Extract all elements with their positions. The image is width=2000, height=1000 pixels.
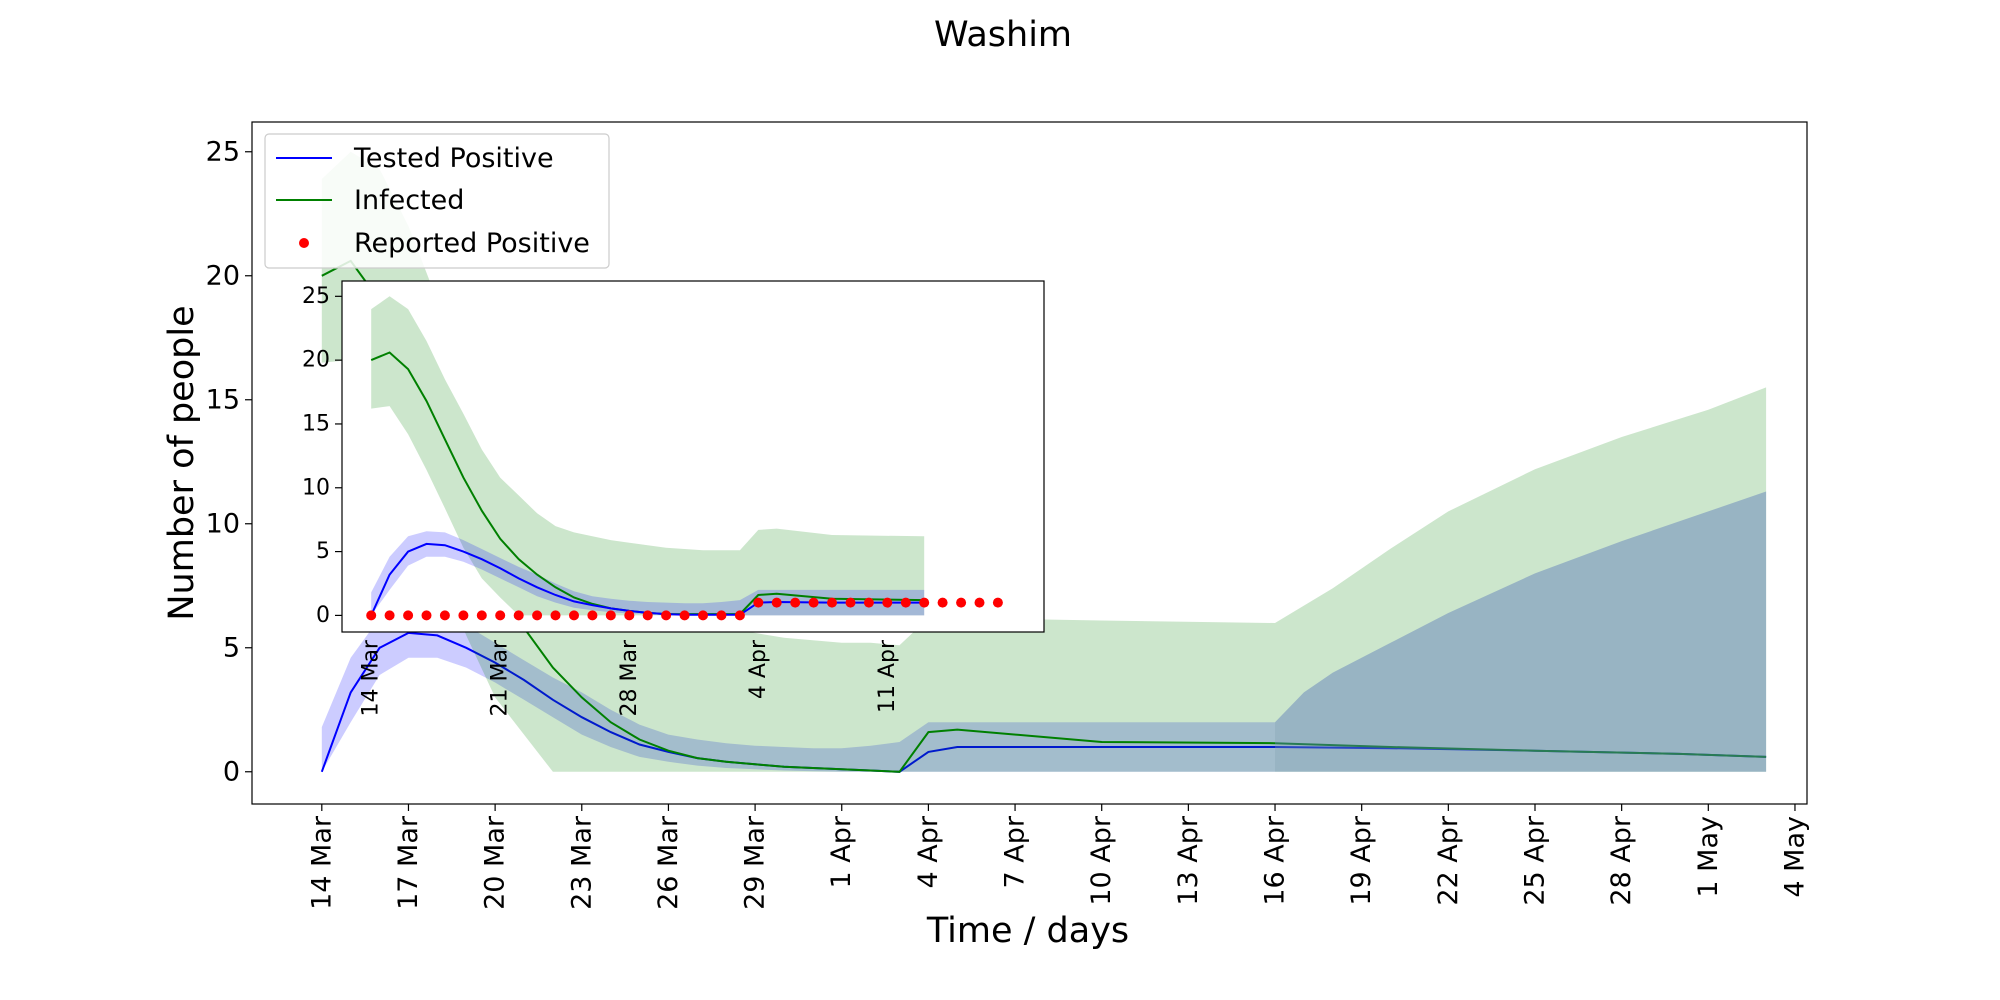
main-x-tick-label: 26 Mar — [653, 815, 684, 910]
inset-x-tick-label: 4 Apr — [746, 639, 771, 699]
inset-y-tick-label: 25 — [302, 284, 330, 309]
inset-reported-positive-point — [900, 597, 911, 608]
inset-reported-positive-point — [716, 610, 727, 621]
inset-reported-positive-point — [882, 597, 893, 608]
main-y-tick-label: 10 — [206, 508, 240, 539]
inset-reported-positive-point — [476, 610, 487, 621]
inset-y-ticks: 0 5 10 15 20 25 — [302, 284, 342, 628]
y-axis-label: Number of people — [162, 305, 202, 620]
chart-title: Washim — [934, 15, 1072, 55]
inset-x-tick-label: 21 Mar — [488, 639, 513, 716]
main-axes-frame — [251, 121, 1808, 805]
legend-frame — [264, 133, 610, 269]
legend-reported-positive-label: Reported Positive — [354, 228, 590, 259]
inset-reported-positive-point — [642, 610, 653, 621]
main-tested-positive-upper-range-band — [1275, 491, 1767, 772]
main-y-tick-label: 20 — [206, 260, 240, 291]
inset-reported-positive-point — [587, 610, 598, 621]
main-x-tick-label: 4 Apr — [913, 815, 944, 888]
inset-reported-positive-point — [790, 597, 801, 608]
inset-reported-positive-point — [513, 610, 524, 621]
main-x-tick-label: 7 Apr — [1000, 815, 1031, 888]
inset-reported-positive-point — [937, 597, 948, 608]
inset-y-tick-label: 5 — [316, 539, 330, 564]
inset-reported-positive-point — [532, 610, 543, 621]
main-y-ticks: 0 5 10 15 20 25 — [206, 136, 252, 787]
inset-y-tick-label: 15 — [302, 411, 330, 436]
main-x-ticks: 14 Mar 17 Mar 20 Mar 23 Mar 26 Mar 29 Mar 1 Ap… — [306, 804, 1810, 910]
inset-reported-positive-point — [808, 597, 819, 608]
main-tested-positive-range-band — [321, 608, 1275, 772]
inset-reported-positive-point — [569, 610, 579, 621]
inset-reported-positive-point — [956, 597, 967, 608]
inset-reported-positive-point — [624, 610, 635, 621]
main-x-tick-label: 20 Mar — [480, 815, 511, 910]
main-x-tick-label: 13 Apr — [1173, 815, 1204, 906]
inset-reported-positive-point — [771, 597, 782, 608]
legend-tested-positive-label: Tested Positive — [353, 143, 554, 174]
x-axis-label: Time / days — [926, 911, 1129, 951]
main-y-tick-label: 15 — [206, 384, 240, 415]
inset-reported-positive-point — [863, 597, 874, 608]
inset-reported-positive-point — [753, 597, 764, 608]
main-x-tick-label: 28 Apr — [1606, 815, 1637, 906]
inset-plot-area: 14 Mar 21 Mar 28 Mar 4 Apr 11 Apr 0 5 10 15 20 25 — [302, 280, 1045, 717]
inset-reported-positive-point — [919, 597, 930, 608]
inset-background — [342, 281, 1044, 632]
main-x-tick-label: 19 Apr — [1346, 815, 1377, 906]
inset-y-tick-label: 20 — [302, 348, 330, 373]
inset-reported-positive-point — [734, 610, 745, 621]
inset-reported-positive-point — [458, 610, 469, 621]
main-x-tick-label: 25 Apr — [1519, 815, 1550, 906]
inset-series-group — [366, 296, 1003, 621]
inset-reported-positive-point — [992, 597, 1003, 608]
main-plot-area: 14 Mar 17 Mar 20 Mar 23 Mar 26 Mar 29 Mar 1 Ap… — [206, 121, 1810, 910]
inset-reported-positive-point — [605, 610, 616, 621]
inset-reported-positive-point — [439, 610, 450, 621]
legend-infected-label: Infected — [354, 185, 464, 216]
legend: Tested Positive Infected Reported Positi… — [264, 133, 610, 269]
main-x-tick-label: 29 Mar — [740, 815, 771, 910]
inset-reported-positive-point — [550, 610, 561, 621]
inset-reported-positive-point — [845, 597, 856, 608]
inset-axes-frame — [341, 280, 1045, 633]
inset-x-tick-label: 11 Apr — [875, 639, 900, 713]
inset-infected-range-band — [371, 296, 925, 616]
main-x-tick-label: 1 May — [1693, 816, 1724, 898]
inset-reported-positive-point — [974, 597, 985, 608]
inset-x-tick-label: 14 Mar — [359, 639, 384, 716]
main-x-tick-label: 17 Mar — [393, 815, 424, 910]
main-y-tick-label: 0 — [223, 756, 240, 787]
inset-reported-positive-point — [384, 610, 395, 621]
main-x-tick-label: 16 Apr — [1260, 815, 1291, 906]
main-x-tick-label: 1 Apr — [826, 815, 857, 888]
inset-reported-positive-point — [421, 610, 432, 621]
inset-reported-positive-point — [495, 610, 506, 621]
inset-y-tick-label: 10 — [302, 475, 330, 500]
inset-reported-positive-point — [698, 610, 708, 621]
legend-reported-positive-swatch — [299, 238, 309, 248]
main-x-tick-label: 22 Apr — [1433, 815, 1464, 906]
inset-reported-positive-point — [827, 597, 837, 608]
inset-reported-positive-point — [679, 610, 690, 621]
main-x-tick-label: 14 Mar — [306, 815, 337, 910]
inset-reported-positive-point — [366, 610, 377, 621]
main-infected-range-band — [321, 151, 1767, 772]
main-x-tick-label: 23 Mar — [566, 815, 597, 910]
main-y-tick-label: 5 — [223, 632, 240, 663]
inset-y-tick-label: 0 — [316, 603, 330, 628]
main-x-tick-label: 4 May — [1779, 816, 1810, 898]
inset-reported-positive-point — [661, 610, 672, 621]
inset-x-ticks: 14 Mar 21 Mar 28 Mar 4 Apr 11 Apr — [359, 639, 900, 716]
inset-x-tick-label: 28 Mar — [617, 639, 642, 716]
main-x-tick-label: 10 Apr — [1086, 815, 1117, 906]
inset-reported-positive-point — [403, 610, 414, 621]
main-y-tick-label: 25 — [206, 136, 240, 167]
